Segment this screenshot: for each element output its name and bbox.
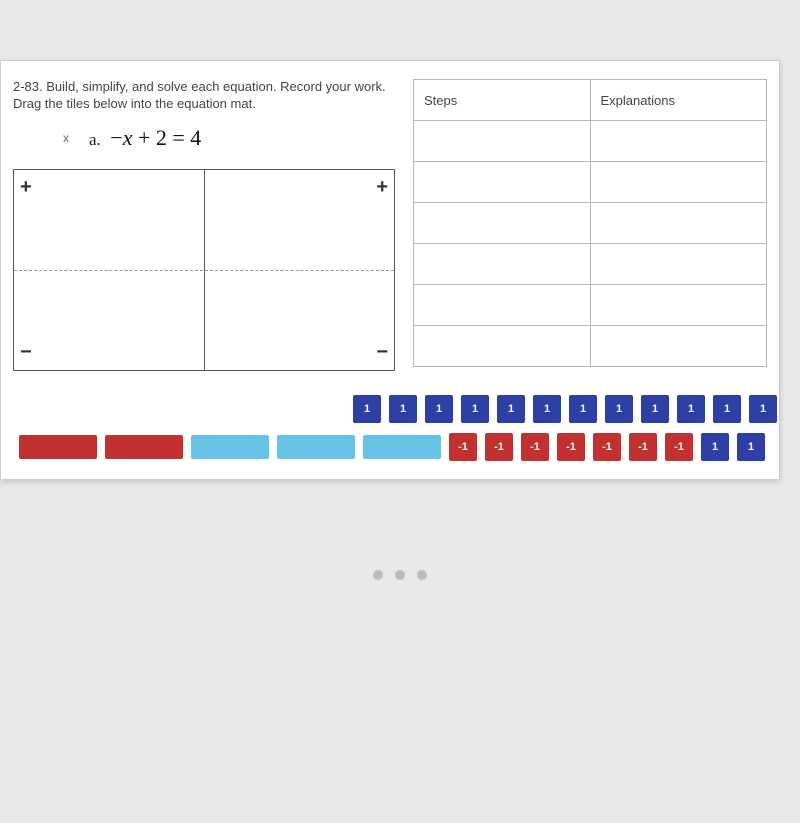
mat-plus-right-icon: + <box>376 176 388 199</box>
unit-tile[interactable]: 1 <box>677 395 705 423</box>
left-column: 2-83. Build, simplify, and solve each eq… <box>13 79 393 371</box>
mat-cell-bottom-left[interactable] <box>14 270 204 370</box>
steps-cell[interactable] <box>414 162 591 203</box>
neg-x-bar-tile[interactable] <box>105 435 183 459</box>
steps-cell[interactable] <box>414 203 591 244</box>
mat-cell-bottom-right[interactable] <box>204 270 394 370</box>
mat-minus-right-icon: − <box>376 341 388 364</box>
page-dot[interactable] <box>417 570 427 580</box>
tile-row-bottom: -1 -1 -1 -1 -1 -1 -1 11 <box>13 433 765 461</box>
mat-plus-left-icon: + <box>20 176 32 199</box>
tile-tray: 111111111111 -1-1-1-1-1-1-111 <box>13 395 767 461</box>
steps-table: Steps Explanations <box>413 79 767 367</box>
unit-tile[interactable]: 1 <box>713 395 741 423</box>
neg-unit-tile[interactable]: -1 <box>449 433 477 461</box>
explanations-cell[interactable] <box>590 162 767 203</box>
unit-tile[interactable]: 1 <box>641 395 669 423</box>
neg-unit-tile[interactable]: -1 <box>593 433 621 461</box>
problem-instructions: Build, simplify, and solve each equation… <box>13 79 386 111</box>
table-row <box>414 203 767 244</box>
neg-x-bar-tile[interactable] <box>19 435 97 459</box>
unit-tile[interactable]: 1 <box>749 395 777 423</box>
right-column: Steps Explanations <box>413 79 767 367</box>
table-row <box>414 121 767 162</box>
part-label: a. <box>89 130 101 149</box>
top-row: 2-83. Build, simplify, and solve each eq… <box>13 79 767 371</box>
explanations-header: Explanations <box>590 80 767 121</box>
unit-tile[interactable]: 1 <box>737 433 765 461</box>
unit-tile[interactable]: 1 <box>533 395 561 423</box>
neg-unit-tile[interactable]: -1 <box>629 433 657 461</box>
unit-tile[interactable]: 1 <box>425 395 453 423</box>
unit-tile[interactable]: 1 <box>701 433 729 461</box>
explanations-cell[interactable] <box>590 326 767 367</box>
pagination-dots <box>373 570 427 580</box>
problem-number: 2-83. <box>13 79 43 94</box>
unit-tile[interactable]: 1 <box>353 395 381 423</box>
neg-unit-tile[interactable]: -1 <box>665 433 693 461</box>
neg-unit-tile[interactable]: -1 <box>557 433 585 461</box>
mat-cell-top-right[interactable] <box>204 170 394 270</box>
x-bar-tile[interactable] <box>191 435 269 459</box>
page-root: 2-83. Build, simplify, and solve each eq… <box>0 0 800 823</box>
x-bar-tile[interactable] <box>363 435 441 459</box>
unit-tile[interactable]: 1 <box>569 395 597 423</box>
equation: a. −x + 2 = 4 <box>89 125 201 151</box>
explanations-cell[interactable] <box>590 244 767 285</box>
page-dot[interactable] <box>395 570 405 580</box>
x-bar-tile[interactable] <box>277 435 355 459</box>
steps-cell[interactable] <box>414 244 591 285</box>
table-row <box>414 326 767 367</box>
explanations-cell[interactable] <box>590 203 767 244</box>
steps-cell[interactable] <box>414 121 591 162</box>
table-row <box>414 244 767 285</box>
unit-tile[interactable]: 1 <box>605 395 633 423</box>
mat-cell-top-left[interactable] <box>14 170 204 270</box>
equation-mat[interactable]: + + − − <box>13 169 395 371</box>
mat-minus-left-icon: − <box>20 341 32 364</box>
x-mark: x <box>63 131 69 145</box>
mat-horizontal-divider <box>14 270 394 271</box>
explanations-cell[interactable] <box>590 285 767 326</box>
instructions-text: 2-83. Build, simplify, and solve each eq… <box>13 79 393 113</box>
equation-text: −x + 2 = 4 <box>110 125 201 150</box>
neg-unit-tile[interactable]: -1 <box>521 433 549 461</box>
equation-line: x a. −x + 2 = 4 <box>13 125 393 151</box>
tile-row-top: 111111111111 <box>13 395 777 423</box>
unit-tile[interactable]: 1 <box>389 395 417 423</box>
steps-table-body <box>414 121 767 367</box>
table-row <box>414 285 767 326</box>
steps-header: Steps <box>414 80 591 121</box>
page-dot[interactable] <box>373 570 383 580</box>
unit-tile[interactable]: 1 <box>497 395 525 423</box>
table-row <box>414 162 767 203</box>
steps-cell[interactable] <box>414 326 591 367</box>
neg-unit-tile[interactable]: -1 <box>485 433 513 461</box>
unit-tile[interactable]: 1 <box>461 395 489 423</box>
problem-card: 2-83. Build, simplify, and solve each eq… <box>0 60 780 480</box>
steps-cell[interactable] <box>414 285 591 326</box>
explanations-cell[interactable] <box>590 121 767 162</box>
